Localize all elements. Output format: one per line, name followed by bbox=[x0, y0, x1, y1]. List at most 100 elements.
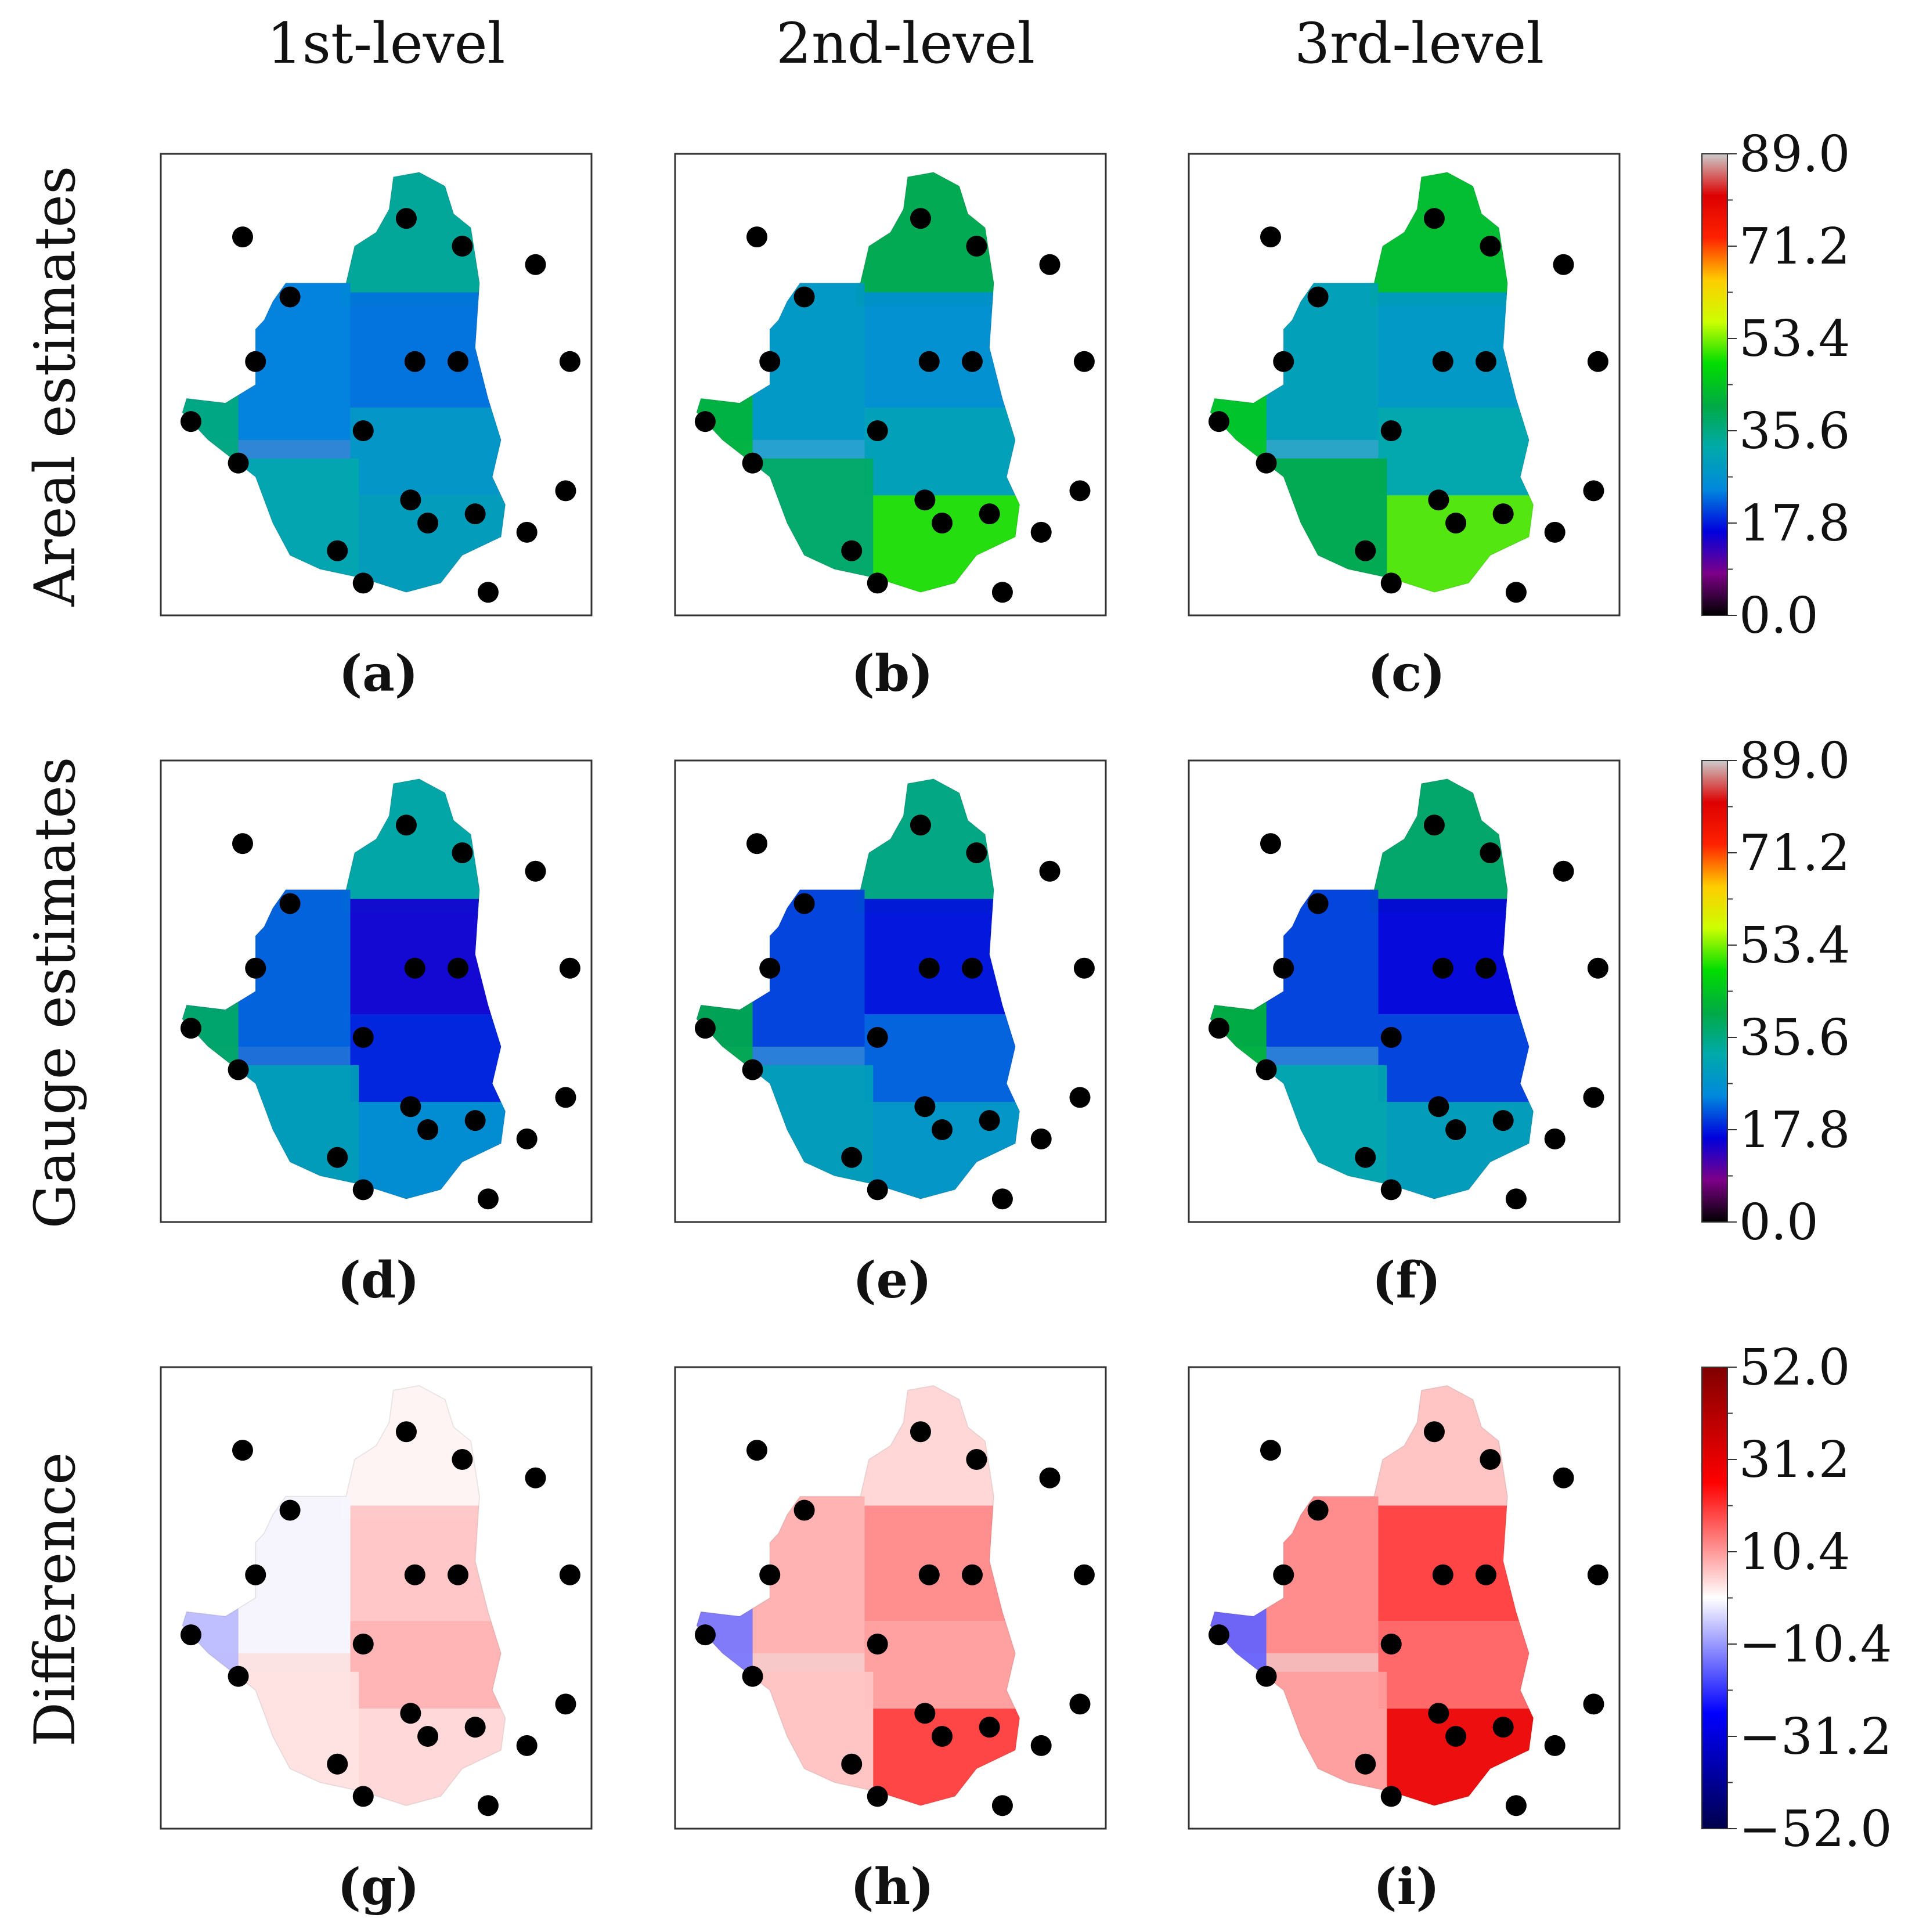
gauge-point-g-1 bbox=[232, 1440, 253, 1461]
colorbars: 0.0 17.8 35.6 53.4 71.2 89.0 0.0 17.8 35.6 53.4 71… bbox=[1701, 125, 1892, 1858]
panel-label-e: (e) bbox=[853, 1251, 932, 1310]
subbasin-i-3 bbox=[1378, 1505, 1534, 1621]
gauge-point-g-19 bbox=[352, 1786, 374, 1807]
colorbar-tick-label-3-5: 31.2 bbox=[1739, 1431, 1850, 1489]
subbasin-g-4 bbox=[350, 1621, 506, 1709]
gauge-point-g-3 bbox=[452, 1449, 473, 1470]
gauge-point-c-17 bbox=[1544, 521, 1566, 543]
subbasin-a-3 bbox=[350, 292, 506, 408]
gauge-point-g-20 bbox=[477, 1795, 499, 1816]
panel-label-a: (a) bbox=[338, 644, 418, 703]
gauge-point-g-10 bbox=[180, 1624, 201, 1646]
gauge-point-a-12 bbox=[228, 452, 249, 474]
gauge-point-a-10 bbox=[180, 411, 201, 432]
gauge-point-d-13 bbox=[555, 1087, 576, 1108]
gauge-point-b-18 bbox=[841, 540, 863, 561]
gauge-point-h-11 bbox=[867, 1634, 888, 1655]
colorbar-gradient-3 bbox=[1701, 1367, 1728, 1829]
gauge-point-f-19 bbox=[1380, 1179, 1402, 1201]
gauge-point-f-20 bbox=[1505, 1188, 1527, 1210]
gauge-point-b-3 bbox=[966, 236, 987, 257]
gauge-point-g-6 bbox=[245, 1564, 266, 1585]
basin-outline-g bbox=[181, 1385, 506, 1807]
basin-outline-h bbox=[695, 1385, 1020, 1807]
gauge-point-e-4 bbox=[1039, 860, 1060, 882]
subbasin-i-4 bbox=[1378, 1621, 1534, 1709]
gauge-point-h-13 bbox=[1069, 1693, 1091, 1715]
subbasin-b-3 bbox=[864, 292, 1020, 408]
gauge-point-b-7 bbox=[918, 351, 940, 372]
gauge-point-f-6 bbox=[1273, 957, 1294, 979]
gauge-point-d-9 bbox=[559, 957, 580, 979]
gauge-point-h-8 bbox=[961, 1564, 983, 1585]
gauge-point-d-3 bbox=[452, 842, 473, 863]
gauge-point-b-4 bbox=[1039, 254, 1060, 275]
map-panel-d bbox=[160, 759, 593, 1223]
gauge-point-e-12 bbox=[742, 1059, 763, 1080]
gauge-point-b-11 bbox=[867, 420, 888, 441]
gauge-point-i-18 bbox=[1355, 1753, 1376, 1775]
subbasin-e-4 bbox=[864, 1014, 1020, 1102]
gauge-point-f-18 bbox=[1355, 1147, 1376, 1168]
colorbar-tick-label-1-3: 35.6 bbox=[1739, 402, 1850, 460]
gauge-point-e-10 bbox=[694, 1018, 716, 1039]
colorbar-tick-label-1-1: 0.0 bbox=[1739, 587, 1819, 645]
gauge-point-h-1 bbox=[746, 1440, 767, 1461]
subbasin-f-4 bbox=[1378, 1014, 1534, 1102]
gauge-point-i-9 bbox=[1587, 1564, 1608, 1585]
gauge-point-a-18 bbox=[327, 540, 348, 561]
gauge-point-h-2 bbox=[910, 1421, 931, 1443]
subbasin-e-3 bbox=[864, 899, 1020, 1015]
subbasin-b-4 bbox=[864, 408, 1020, 496]
colorbar-row-3: −52.0 −31.2 −10.4 10.4 31.2 52.0 bbox=[1701, 1339, 1892, 1858]
panel-label-g: (g) bbox=[337, 1858, 420, 1916]
gauge-point-b-15 bbox=[932, 513, 953, 534]
gauge-point-d-7 bbox=[404, 957, 425, 979]
gauge-point-b-10 bbox=[694, 411, 716, 432]
colorbar-gradient-1 bbox=[1701, 153, 1728, 616]
gauge-point-i-15 bbox=[1445, 1726, 1467, 1747]
gauge-point-d-14 bbox=[400, 1096, 421, 1118]
gauge-point-f-16 bbox=[1492, 1110, 1514, 1131]
gauge-point-f-7 bbox=[1432, 957, 1453, 979]
subbasin-d-3 bbox=[350, 899, 506, 1015]
gauge-point-g-13 bbox=[555, 1693, 576, 1715]
map-panels bbox=[160, 153, 1621, 1830]
gauge-point-g-7 bbox=[404, 1564, 425, 1585]
colorbar-tick-label-2-5: 71.2 bbox=[1739, 824, 1850, 882]
gauge-point-i-8 bbox=[1475, 1564, 1496, 1585]
map-panel-b bbox=[674, 153, 1107, 617]
colorbar-tick-label-2-6: 89.0 bbox=[1739, 732, 1850, 790]
map-panel-c bbox=[1188, 153, 1621, 617]
gauge-point-i-5 bbox=[1307, 1500, 1329, 1521]
gauge-point-e-13 bbox=[1069, 1087, 1091, 1108]
gauge-point-c-2 bbox=[1423, 208, 1445, 229]
gauge-point-a-17 bbox=[516, 521, 538, 543]
gauge-point-a-4 bbox=[525, 254, 546, 275]
gauge-point-h-3 bbox=[966, 1449, 987, 1470]
gauge-point-c-5 bbox=[1307, 286, 1329, 308]
gauge-point-c-9 bbox=[1587, 351, 1608, 372]
gauge-point-f-17 bbox=[1544, 1128, 1566, 1149]
colorbar-row-1: 0.0 17.8 35.6 53.4 71.2 89.0 bbox=[1701, 125, 1850, 645]
gauge-point-c-18 bbox=[1355, 540, 1376, 561]
colorbar-tick-label-2-3: 35.6 bbox=[1739, 1009, 1850, 1067]
row-title-difference: Difference bbox=[23, 1452, 88, 1747]
gauge-point-d-16 bbox=[464, 1110, 486, 1131]
gauge-point-b-17 bbox=[1030, 521, 1052, 543]
gauge-point-e-8 bbox=[961, 957, 983, 979]
gauge-point-g-4 bbox=[525, 1467, 546, 1488]
gauge-point-i-3 bbox=[1480, 1449, 1501, 1470]
gauge-point-a-8 bbox=[447, 351, 468, 372]
gauge-point-c-11 bbox=[1380, 420, 1402, 441]
colorbar-tick-label-1-2: 17.8 bbox=[1739, 495, 1850, 553]
colorbar-tick-label-2-2: 17.8 bbox=[1739, 1101, 1850, 1159]
colorbar-tick-label-3-6: 52.0 bbox=[1739, 1339, 1850, 1397]
gauge-point-i-19 bbox=[1380, 1786, 1402, 1807]
gauge-point-h-4 bbox=[1039, 1467, 1060, 1488]
gauge-point-g-11 bbox=[352, 1634, 374, 1655]
gauge-point-f-11 bbox=[1380, 1027, 1402, 1048]
gauge-point-g-17 bbox=[516, 1735, 538, 1756]
